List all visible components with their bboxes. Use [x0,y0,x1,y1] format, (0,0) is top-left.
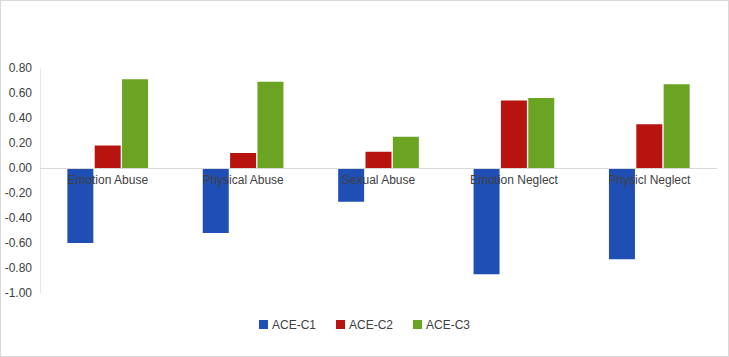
y-tick-label: -1.00 [5,286,33,300]
x-tick-label: Emotion Abuse [67,173,148,187]
x-axis-line [41,168,718,169]
y-tick-label: -0.40 [5,211,33,225]
y-tick: -0.40 [5,211,40,225]
y-tick: 0.80 [9,61,40,75]
series [122,79,690,168]
x-axis: Emotion Abuse Physical Abuse Sexual Abuse E… [41,168,718,187]
bar [366,152,392,168]
y-tick: 0.60 [9,86,40,100]
y-tick-label: 0.80 [9,61,33,75]
y-tick: -1.00 [5,286,40,300]
y-tick-label: -0.80 [5,261,33,275]
series [67,168,635,274]
series [95,101,663,169]
x-tick: Physicl Neglect [608,168,691,187]
y-tick-label: 0.60 [9,86,33,100]
x-tick-label: Sexual Abuse [342,173,416,187]
bar [122,79,148,168]
x-tick: Sexual Abuse [342,168,416,187]
bar [528,98,554,168]
y-axis: -1.00 -0.80 -0.60 -0.40 -0.20 0.00 0.20 0.40 0.6… [5,61,41,300]
legend-item: ACE-C3 [413,318,470,332]
legend-label: ACE-C2 [349,318,393,332]
legend: ACE-C1 ACE-C2 ACE-C3 [259,318,470,332]
y-tick: 0.20 [9,136,40,150]
bars [67,79,689,274]
x-tick: Emotion Abuse [67,168,148,187]
y-axis-line [40,69,41,294]
bar [257,82,283,168]
legend-label: ACE-C1 [272,318,316,332]
bar [230,153,256,168]
bar [636,124,662,168]
legend-item: ACE-C1 [259,318,316,332]
legend-swatch [259,320,268,329]
y-tick: -0.80 [5,261,40,275]
x-tick: Emotion Neglect [470,168,559,187]
y-tick: 0.00 [9,161,40,175]
legend-swatch [413,320,422,329]
y-tick-label: -0.20 [5,186,33,200]
x-tick: Physical Abuse [202,168,284,187]
legend-swatch [336,320,345,329]
y-tick-label: -0.60 [5,236,33,250]
bar [664,84,690,168]
bar [95,146,121,169]
legend-label: ACE-C3 [426,318,470,332]
y-tick: -0.60 [5,236,40,250]
y-tick-label: 0.00 [9,161,33,175]
chart: -1.00 -0.80 -0.60 -0.40 -0.20 0.00 0.20 0.40 0.6… [0,0,729,357]
plot: -1.00 -0.80 -0.60 -0.40 -0.20 0.00 0.20 0.40 0.6… [5,61,718,300]
y-tick: 0.40 [9,111,40,125]
bar [501,101,527,169]
y-tick-label: 0.20 [9,136,33,150]
bar [393,137,419,168]
x-tick-label: Emotion Neglect [470,173,559,187]
x-tick-label: Physicl Neglect [608,173,691,187]
chart-frame [1,1,729,357]
y-tick: -0.20 [5,186,40,200]
y-tick-label: 0.40 [9,111,33,125]
x-tick-label: Physical Abuse [202,173,284,187]
legend-item: ACE-C2 [336,318,393,332]
